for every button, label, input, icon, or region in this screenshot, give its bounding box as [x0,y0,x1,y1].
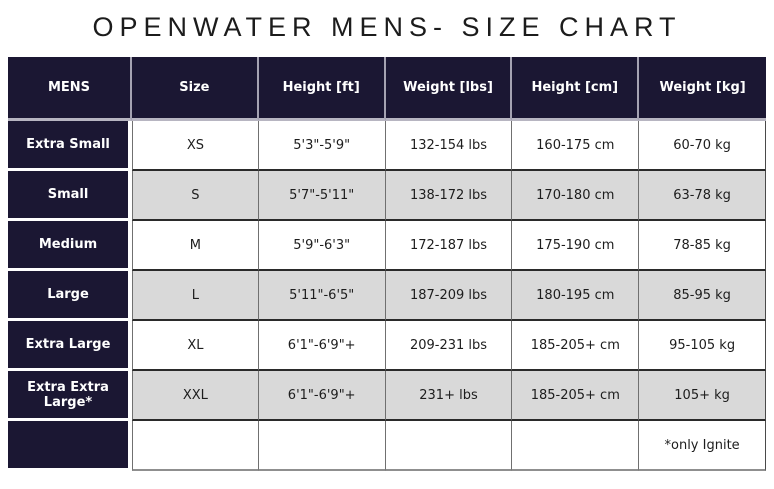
row-header-empty [8,421,132,471]
table-cell-weight-lbs: 138-172 lbs [385,171,513,221]
table-cell-empty [512,421,640,471]
table-cell-weight-kg: 63-78 kg [639,171,766,221]
table-cell-height-ft: 6'1"-6'9"+ [258,371,386,421]
size-chart-table: MENS Size Height [ft] Weight [lbs] Heigh… [8,57,766,471]
table-cell-height-cm: 175-190 cm [512,221,640,271]
table-cell-height-ft: 5'11"-6'5" [258,271,386,321]
table-cell-size: XL [132,321,259,371]
column-header-height-cm: Height [cm] [512,57,640,121]
table-cell-weight-lbs: 132-154 lbs [385,121,513,171]
table-cell-height-cm: 170-180 cm [512,171,640,221]
page-title: OPENWATER MENS- SIZE CHART [92,12,682,42]
table-cell-empty [385,421,513,471]
table-cell-empty [258,421,386,471]
column-header-mens: MENS [8,57,132,121]
table-cell-height-ft: 5'7"-5'11" [258,171,386,221]
table-cell-weight-lbs: 187-209 lbs [385,271,513,321]
table-cell-weight-kg: 95-105 kg [639,321,766,371]
row-header-medium: Medium [8,221,132,271]
row-header-small: Small [8,171,132,221]
row-header-extra-extra-large: Extra Extra Large* [8,371,132,421]
row-header-large: Large [8,271,132,321]
table-cell-weight-kg: 78-85 kg [639,221,766,271]
table-cell-empty [132,421,259,471]
table-cell-size: L [132,271,259,321]
column-header-size: Size [132,57,259,121]
table-cell-weight-kg: 60-70 kg [639,121,766,171]
table-cell-size: XS [132,121,259,171]
table-cell-weight-lbs: 209-231 lbs [385,321,513,371]
table-cell-height-ft: 5'3"-5'9" [258,121,386,171]
table-cell-weight-kg: 105+ kg [639,371,766,421]
column-header-height-ft: Height [ft] [258,57,386,121]
table-cell-weight-lbs: 231+ lbs [385,371,513,421]
table-cell-height-ft: 6'1"-6'9"+ [258,321,386,371]
table-cell-height-cm: 180-195 cm [512,271,640,321]
table-cell-height-cm: 160-175 cm [512,121,640,171]
table-cell-height-ft: 5'9"-6'3" [258,221,386,271]
table-cell-footnote: *only Ignite [639,421,766,471]
table-cell-size: M [132,221,259,271]
row-header-extra-large: Extra Large [8,321,132,371]
column-header-weight-kg: Weight [kg] [639,57,766,121]
column-header-weight-lbs: Weight [lbs] [385,57,513,121]
table-cell-height-cm: 185-205+ cm [512,371,640,421]
table-cell-weight-lbs: 172-187 lbs [385,221,513,271]
row-header-extra-small: Extra Small [8,121,132,171]
table-cell-size: S [132,171,259,221]
table-cell-weight-kg: 85-95 kg [639,271,766,321]
table-cell-size: XXL [132,371,259,421]
table-cell-height-cm: 185-205+ cm [512,321,640,371]
